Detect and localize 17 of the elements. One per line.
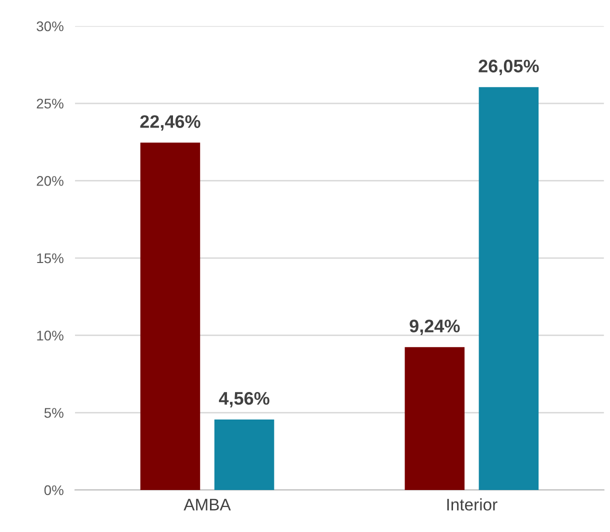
data-label: 9,24% bbox=[410, 320, 460, 336]
y-tick-label: 25% bbox=[36, 98, 64, 109]
x-tick-label: Interior bbox=[447, 498, 498, 511]
y-tick-label: 0% bbox=[44, 485, 64, 496]
data-label: 4,56% bbox=[218, 392, 270, 408]
data-label: 22,46% bbox=[140, 115, 200, 131]
y-tick-label: 20% bbox=[36, 176, 64, 186]
bar bbox=[140, 142, 200, 490]
bar bbox=[214, 419, 274, 490]
bar bbox=[478, 87, 539, 490]
y-tick-label: 15% bbox=[37, 253, 64, 264]
y-tick-label: 5% bbox=[44, 408, 64, 418]
bar bbox=[404, 347, 465, 490]
y-tick-label: 30% bbox=[36, 21, 64, 32]
y-tick-label: 10% bbox=[37, 330, 64, 341]
data-label: 26,05% bbox=[478, 60, 539, 76]
x-tick-label: AMBA bbox=[184, 498, 231, 510]
